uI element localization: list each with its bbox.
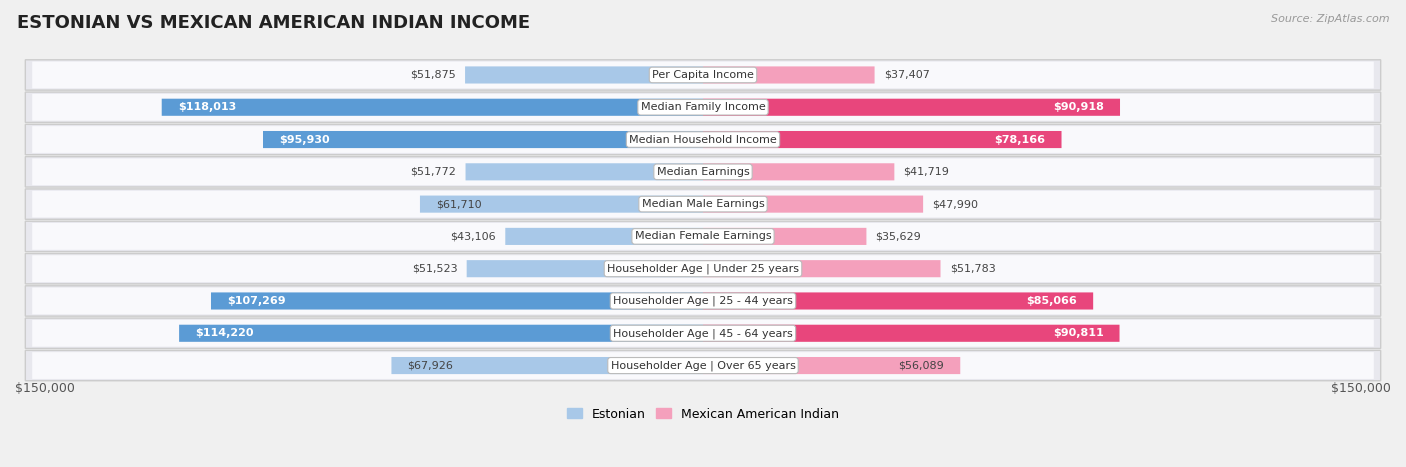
FancyBboxPatch shape — [263, 131, 703, 148]
Text: $61,710: $61,710 — [436, 199, 482, 209]
Text: $107,269: $107,269 — [226, 296, 285, 306]
Text: Householder Age | Over 65 years: Householder Age | Over 65 years — [610, 361, 796, 371]
Text: Householder Age | 25 - 44 years: Householder Age | 25 - 44 years — [613, 296, 793, 306]
FancyBboxPatch shape — [25, 124, 1381, 155]
Text: $51,523: $51,523 — [412, 264, 457, 274]
Text: $43,106: $43,106 — [450, 232, 496, 241]
Text: Median Male Earnings: Median Male Earnings — [641, 199, 765, 209]
FancyBboxPatch shape — [32, 94, 1374, 120]
Text: Median Earnings: Median Earnings — [657, 167, 749, 177]
Text: $41,719: $41,719 — [904, 167, 949, 177]
FancyBboxPatch shape — [162, 99, 703, 116]
Text: Median Female Earnings: Median Female Earnings — [634, 232, 772, 241]
FancyBboxPatch shape — [703, 292, 1094, 310]
Text: Median Household Income: Median Household Income — [628, 134, 778, 145]
FancyBboxPatch shape — [703, 131, 1062, 148]
FancyBboxPatch shape — [25, 254, 1381, 284]
FancyBboxPatch shape — [32, 62, 1374, 88]
Text: $150,000: $150,000 — [15, 382, 75, 395]
Text: Householder Age | 45 - 64 years: Householder Age | 45 - 64 years — [613, 328, 793, 339]
Text: $56,089: $56,089 — [898, 361, 945, 370]
FancyBboxPatch shape — [25, 350, 1381, 381]
Text: $47,990: $47,990 — [932, 199, 979, 209]
FancyBboxPatch shape — [703, 196, 924, 212]
FancyBboxPatch shape — [703, 66, 875, 84]
FancyBboxPatch shape — [703, 228, 866, 245]
FancyBboxPatch shape — [25, 318, 1381, 348]
FancyBboxPatch shape — [505, 228, 703, 245]
FancyBboxPatch shape — [703, 325, 1119, 342]
FancyBboxPatch shape — [703, 163, 894, 180]
Text: $37,407: $37,407 — [884, 70, 929, 80]
FancyBboxPatch shape — [703, 357, 960, 374]
FancyBboxPatch shape — [32, 288, 1374, 314]
FancyBboxPatch shape — [420, 196, 703, 212]
FancyBboxPatch shape — [703, 260, 941, 277]
FancyBboxPatch shape — [179, 325, 703, 342]
FancyBboxPatch shape — [32, 223, 1374, 250]
Text: ESTONIAN VS MEXICAN AMERICAN INDIAN INCOME: ESTONIAN VS MEXICAN AMERICAN INDIAN INCO… — [17, 14, 530, 32]
FancyBboxPatch shape — [465, 163, 703, 180]
Text: $114,220: $114,220 — [195, 328, 253, 338]
Legend: Estonian, Mexican American Indian: Estonian, Mexican American Indian — [562, 403, 844, 425]
FancyBboxPatch shape — [467, 260, 703, 277]
FancyBboxPatch shape — [391, 357, 703, 374]
FancyBboxPatch shape — [25, 156, 1381, 187]
Text: $90,918: $90,918 — [1053, 102, 1104, 112]
FancyBboxPatch shape — [703, 99, 1121, 116]
FancyBboxPatch shape — [25, 60, 1381, 90]
Text: $51,875: $51,875 — [411, 70, 456, 80]
Text: $78,166: $78,166 — [994, 134, 1046, 145]
FancyBboxPatch shape — [32, 352, 1374, 379]
Text: $85,066: $85,066 — [1026, 296, 1077, 306]
FancyBboxPatch shape — [25, 286, 1381, 316]
FancyBboxPatch shape — [25, 221, 1381, 252]
FancyBboxPatch shape — [32, 191, 1374, 218]
Text: $118,013: $118,013 — [177, 102, 236, 112]
Text: $51,772: $51,772 — [411, 167, 457, 177]
Text: $90,811: $90,811 — [1053, 328, 1104, 338]
Text: Source: ZipAtlas.com: Source: ZipAtlas.com — [1271, 14, 1389, 24]
FancyBboxPatch shape — [32, 320, 1374, 347]
Text: $35,629: $35,629 — [876, 232, 921, 241]
Text: Median Family Income: Median Family Income — [641, 102, 765, 112]
Text: $51,783: $51,783 — [949, 264, 995, 274]
FancyBboxPatch shape — [211, 292, 703, 310]
FancyBboxPatch shape — [25, 92, 1381, 122]
FancyBboxPatch shape — [32, 255, 1374, 282]
Text: Per Capita Income: Per Capita Income — [652, 70, 754, 80]
FancyBboxPatch shape — [25, 189, 1381, 219]
Text: $150,000: $150,000 — [1331, 382, 1391, 395]
FancyBboxPatch shape — [465, 66, 703, 84]
FancyBboxPatch shape — [32, 126, 1374, 153]
Text: $95,930: $95,930 — [278, 134, 329, 145]
Text: $67,926: $67,926 — [408, 361, 453, 370]
Text: Householder Age | Under 25 years: Householder Age | Under 25 years — [607, 263, 799, 274]
FancyBboxPatch shape — [32, 158, 1374, 185]
